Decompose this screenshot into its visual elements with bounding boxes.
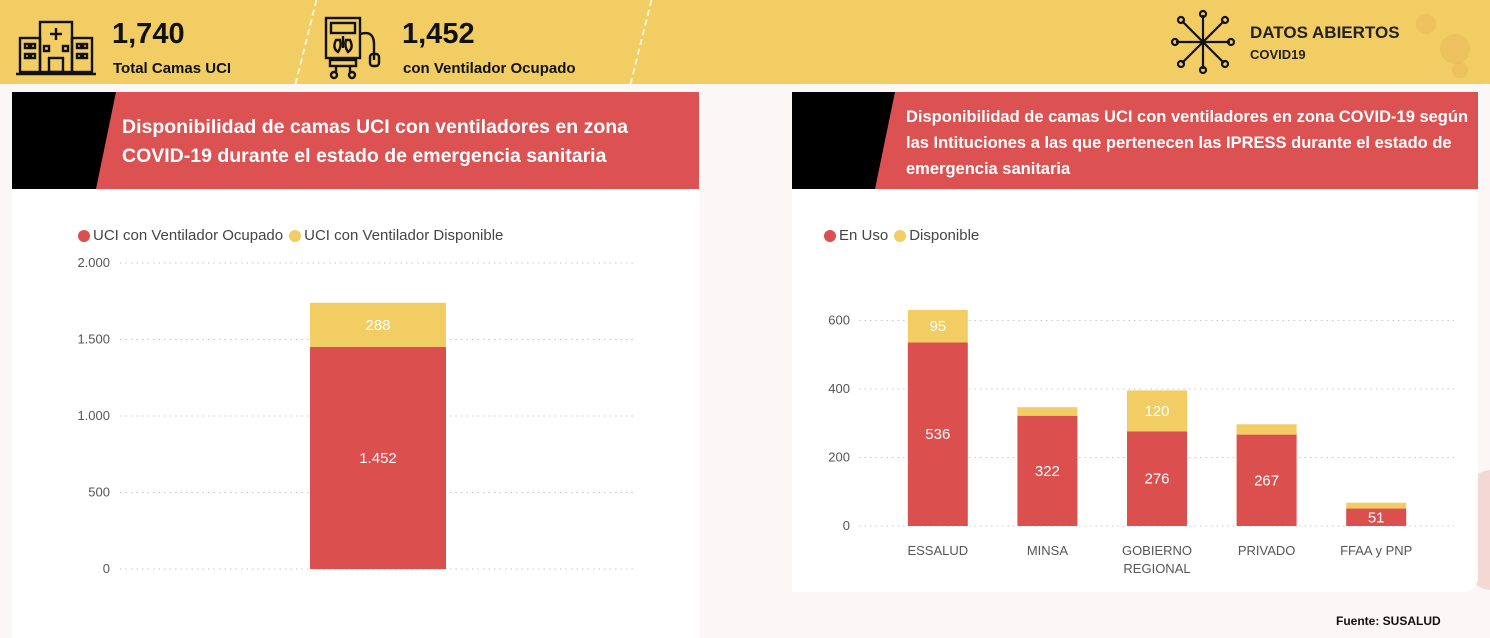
decorative-virus-shape: [1416, 14, 1436, 34]
legend-swatch-occupied: [78, 229, 90, 242]
x-tick-label: MINSA: [1027, 543, 1069, 558]
data-label: 536: [925, 426, 950, 443]
data-label: 95: [929, 318, 946, 335]
data-label: 51: [1368, 509, 1385, 526]
hospital-icon: [16, 20, 96, 76]
x-tick-label: FFAA y PNP: [1340, 543, 1412, 558]
bar-segment: [1346, 508, 1407, 526]
kpi-ventilator-label: con Ventilador Ocupado: [403, 60, 576, 77]
x-tick-label: ESSALUD: [907, 543, 968, 558]
data-label: 120: [1144, 403, 1169, 420]
data-label: 288: [365, 317, 390, 334]
legend-item[interactable]: UCI con Ventilador Ocupado: [78, 227, 283, 244]
y-tick-label: 500: [88, 485, 110, 500]
legend-label-in-use: En Uso: [839, 227, 889, 244]
decorative-virus-shape: [1440, 34, 1470, 64]
bar-segment: [310, 302, 446, 347]
chart-legend: En Uso Disponible: [824, 227, 985, 244]
header-bar: 1,740 Total Camas UCI 1,452 con Ventilad…: [0, 0, 1490, 84]
bar-segment: [310, 346, 446, 569]
legend-item[interactable]: UCI con Ventilador Disponible: [289, 227, 503, 244]
kpi-ventilator-value: 1,452: [402, 18, 475, 50]
legend-item[interactable]: Disponible: [894, 227, 979, 244]
network-node-icon: [1170, 9, 1236, 75]
bar-segment: [907, 342, 968, 526]
bar-segment: [1236, 434, 1297, 526]
kpi-total-beds-value: 1,740: [112, 18, 185, 50]
ventilator-icon: [324, 16, 381, 80]
data-label: 1.452: [359, 450, 397, 467]
bar-segment: [1346, 502, 1407, 509]
legend-swatch-available: [894, 229, 907, 242]
header-separator: [629, 0, 653, 84]
legend-swatch-available: [289, 229, 302, 242]
data-label: 267: [1254, 472, 1279, 489]
y-tick-label: 600: [828, 313, 850, 328]
y-tick-label: 400: [828, 381, 850, 396]
source-note: Fuente: SUSALUD: [1336, 614, 1441, 628]
bar-segment: [1127, 431, 1187, 526]
legend-label-available: Disponible: [909, 227, 980, 244]
data-label: 322: [1035, 463, 1060, 480]
y-tick-label: 1.500: [77, 332, 110, 347]
y-tick-label: 0: [843, 518, 850, 533]
panel-title: Disponibilidad de camas UCI con ventilad…: [122, 116, 629, 167]
y-tick-label: 1.000: [77, 408, 110, 423]
y-tick-label: 0: [103, 561, 110, 576]
data-label: 276: [1144, 471, 1169, 488]
legend-item[interactable]: En Uso: [824, 227, 888, 244]
panel-title: Disponibilidad de camas UCI con ventilad…: [906, 108, 1469, 178]
legend-swatch-in-use: [824, 229, 836, 242]
legend-label-available: UCI con Ventilador Disponible: [304, 227, 504, 244]
header-separator: [294, 0, 318, 84]
y-tick-label: 2.000: [77, 255, 110, 270]
kpi-total-beds-label: Total Camas UCI: [113, 60, 232, 77]
brand-subtitle: COVID19: [1250, 47, 1306, 62]
stacked-bar-chart-total: 0 500 1.000 1.500 2.000 1.452 288: [77, 255, 634, 576]
bar-segment: [1127, 390, 1187, 432]
panel-title-band: Disponibilidad de camas UCI con ventilad…: [12, 92, 699, 189]
legend-label-occupied: UCI con Ventilador Ocupado: [93, 227, 284, 244]
x-tick-label: PRIVADO: [1238, 543, 1296, 558]
y-tick-label: 200: [828, 450, 850, 465]
x-tick-label: REGIONAL: [1123, 561, 1190, 576]
bar-segment: [1236, 424, 1297, 435]
x-tick-label: GOBIERNO: [1122, 543, 1192, 558]
bar-segment: [907, 309, 968, 343]
stacked-bar-chart-institutions: 0 200 400 600 536 95 ESSALUD 322 MINSA 276 120 GOBI…: [828, 309, 1454, 576]
brand-title: DATOS ABIERTOS: [1250, 23, 1400, 42]
bar-segment: [1017, 415, 1078, 526]
chart-legend: UCI con Ventilador Ocupado UCI con Venti…: [78, 227, 509, 244]
decorative-virus-shape: [1452, 62, 1468, 78]
bar-segment: [1017, 407, 1078, 416]
panel-title-band: Disponibilidad de camas UCI con ventilad…: [792, 92, 1478, 189]
